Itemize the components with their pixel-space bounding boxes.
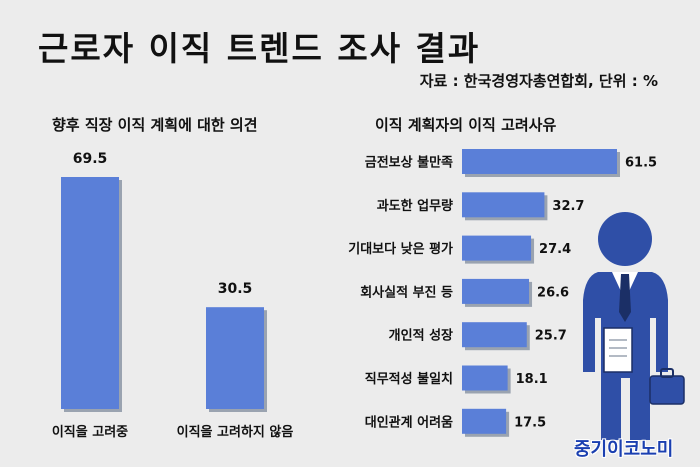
right-chart-title: 이직 계획자의 이직 고려사유: [375, 116, 557, 134]
data-label: 27.4: [539, 242, 571, 257]
data-label: 69.5: [73, 151, 108, 167]
left-chart-title: 향후 직장 이직 계획에 대한 의견: [52, 116, 258, 134]
source-note: 자료 : 한국경영자총연합회, 단위 : %: [419, 72, 658, 90]
category-label: 개인적 성장: [389, 328, 453, 344]
bar-3: [462, 278, 530, 304]
bar-0: [61, 177, 119, 409]
watermark-logo: 중기이코노미: [574, 439, 674, 460]
page-title: 근로자 이직 트렌드 조사 결과: [38, 29, 481, 68]
briefcase-icon: [649, 368, 685, 405]
data-label: 26.6: [537, 285, 569, 300]
bar-1: [206, 307, 264, 409]
data-label: 17.5: [514, 415, 546, 430]
category-label: 이직을 고려중: [52, 424, 128, 440]
category-label: 직무적성 불일치: [365, 371, 453, 387]
bar-4: [462, 322, 527, 348]
category-label: 회사실적 부진 등: [360, 284, 453, 300]
data-label: 61.5: [625, 156, 657, 171]
bar-6: [462, 408, 507, 434]
bar-5: [462, 365, 508, 391]
person-icon: [583, 212, 685, 440]
bar-0: [462, 149, 617, 174]
data-label: 32.7: [552, 199, 584, 214]
data-label: 25.7: [535, 329, 567, 344]
bar-1: [462, 192, 545, 218]
bar-2: [462, 235, 532, 261]
category-label: 기대보다 낮은 평가: [348, 241, 453, 257]
category-label: 이직을 고려하지 않음: [177, 424, 294, 440]
category-label: 금전보상 불만족: [365, 155, 453, 171]
category-label: 과도한 업무량: [377, 198, 453, 214]
category-label: 대인관계 어려움: [365, 414, 453, 430]
data-label: 18.1: [516, 372, 548, 387]
data-label: 30.5: [218, 281, 253, 297]
document-icon: [603, 327, 633, 373]
